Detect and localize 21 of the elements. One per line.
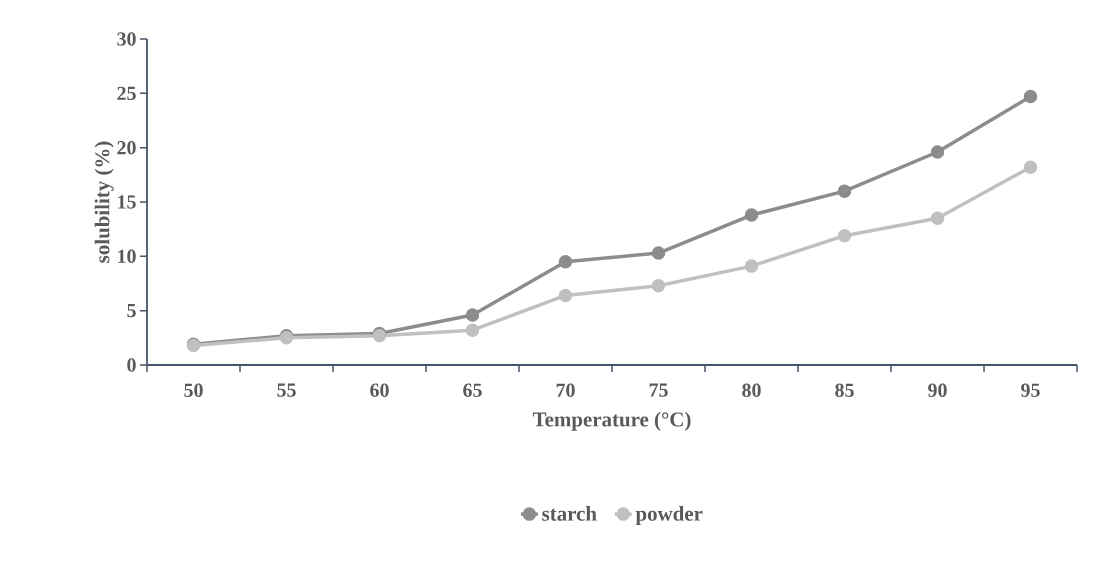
y-tick-label: 5	[127, 304, 136, 318]
y-tick-label: 0	[127, 358, 136, 372]
x-tick-label: 75	[649, 383, 668, 397]
x-tick-label: 50	[184, 383, 203, 397]
x-tick-label: 85	[835, 383, 854, 397]
y-tick-label: 20	[117, 140, 136, 155]
x-tick-label: 95	[1021, 383, 1040, 397]
legend-label: powder	[635, 506, 703, 526]
y-tick-label: 25	[117, 86, 136, 101]
x-tick-label: 70	[556, 383, 575, 397]
y-axis-title: solubility (%)	[94, 141, 114, 263]
y-tick-label: 15	[118, 195, 136, 209]
legend-label: starch	[542, 506, 597, 521]
x-axis-title: Temperature (°C)	[532, 411, 691, 431]
y-tick-label: 30	[117, 32, 136, 46]
x-tick-label: 65	[463, 383, 482, 397]
x-tick-label: 60	[370, 383, 389, 397]
x-tick-label: 80	[742, 383, 761, 397]
x-tick-label: 90	[928, 383, 947, 397]
x-tick-label: 55	[277, 383, 296, 397]
y-tick-label: 10	[118, 249, 136, 264]
